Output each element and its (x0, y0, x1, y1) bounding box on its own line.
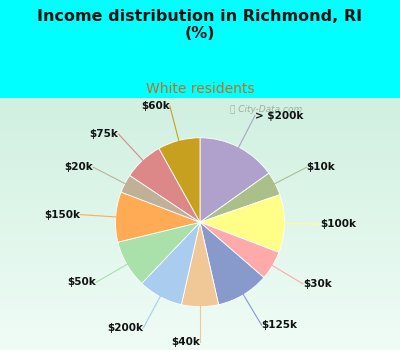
Text: Income distribution in Richmond, RI
(%): Income distribution in Richmond, RI (%) (38, 9, 362, 41)
Wedge shape (121, 175, 200, 222)
Text: $75k: $75k (90, 129, 118, 139)
Wedge shape (200, 173, 280, 222)
Text: $100k: $100k (320, 219, 356, 229)
Wedge shape (130, 148, 200, 222)
Text: $60k: $60k (141, 101, 170, 111)
Text: $10k: $10k (307, 162, 335, 172)
Text: $200k: $200k (107, 323, 143, 333)
Text: $150k: $150k (44, 210, 80, 220)
Wedge shape (200, 222, 279, 278)
Text: ⓘ City-Data.com: ⓘ City-Data.com (230, 105, 302, 114)
Text: White residents: White residents (146, 82, 254, 96)
Wedge shape (118, 222, 200, 284)
Wedge shape (200, 138, 269, 222)
Wedge shape (200, 195, 284, 252)
Wedge shape (142, 222, 200, 304)
Wedge shape (181, 222, 219, 307)
Wedge shape (116, 192, 200, 242)
Text: > $200k: > $200k (255, 111, 303, 121)
Text: $30k: $30k (303, 279, 332, 289)
Wedge shape (159, 138, 200, 222)
Text: $20k: $20k (65, 162, 93, 172)
Text: $125k: $125k (262, 320, 298, 330)
Text: $40k: $40k (171, 337, 200, 347)
Text: $50k: $50k (67, 277, 96, 287)
Wedge shape (200, 222, 264, 304)
